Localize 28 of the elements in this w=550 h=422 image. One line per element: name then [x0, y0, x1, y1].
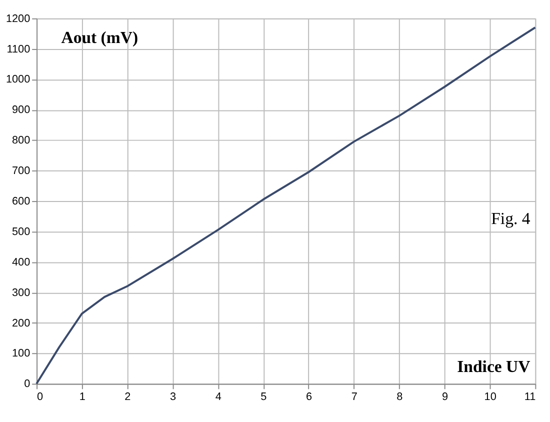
y-tick-label: 1100	[6, 43, 30, 56]
x-tick-label: 6	[306, 391, 312, 404]
y-tick-label: 1200	[6, 12, 30, 25]
y-tick-label: 200	[12, 317, 30, 330]
x-tick-label: 3	[170, 391, 176, 404]
y-axis-title: Aout (mV)	[61, 28, 138, 48]
x-tick-label: 1	[79, 391, 86, 404]
y-tick-label: 900	[12, 104, 30, 116]
y-tick-label: 500	[12, 226, 30, 238]
x-tick-label: 9	[442, 391, 448, 404]
x-tick-label: 5	[260, 391, 267, 404]
x-axis-title: Indice UV	[457, 356, 530, 376]
annotation: Fig. 4	[491, 209, 531, 228]
x-tick-label: 8	[396, 391, 403, 404]
x-tick-label: 11	[524, 391, 536, 404]
y-tick-label: 400	[12, 256, 30, 268]
x-tick-label: 0	[37, 391, 44, 404]
y-tick-label: 0	[24, 378, 30, 390]
y-tick-label: 800	[12, 134, 30, 147]
y-tick-label: 700	[12, 165, 30, 178]
y-tick-label: 1000	[6, 74, 30, 86]
y-tick-label: 600	[12, 196, 30, 208]
x-tick-label: 7	[351, 391, 358, 404]
x-tick-label: 2	[124, 391, 131, 404]
x-tick-label: 10	[484, 391, 496, 404]
y-tick-label: 100	[12, 348, 30, 360]
x-tick-label: 4	[215, 391, 222, 404]
y-tick-label: 300	[12, 286, 30, 299]
